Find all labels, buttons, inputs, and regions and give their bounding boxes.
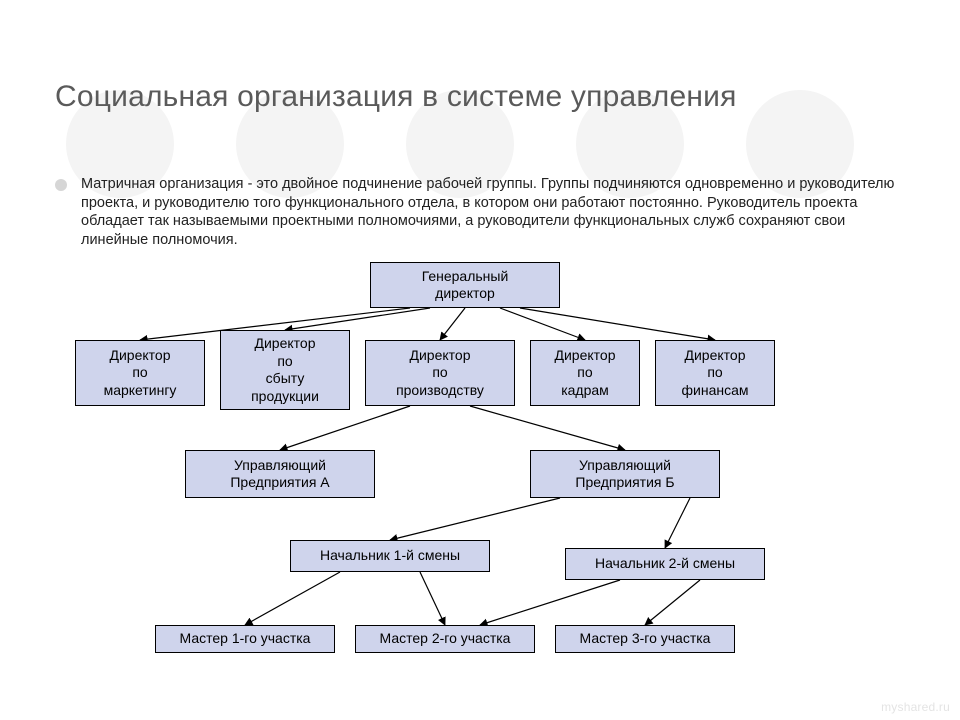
org-edge: [245, 572, 340, 625]
org-edge: [285, 308, 430, 330]
org-node-gendir: Генеральный директор: [370, 262, 560, 308]
org-node-hr: Директор по кадрам: [530, 340, 640, 406]
org-node-fin: Директор по финансам: [655, 340, 775, 406]
org-edge: [470, 406, 625, 450]
org-edge: [645, 580, 700, 625]
org-node-marketing: Директор по маркетингу: [75, 340, 205, 406]
org-node-shift1: Начальник 1-й смены: [290, 540, 490, 572]
org-node-sales: Директор по сбыту продукции: [220, 330, 350, 410]
org-node-m1: Мастер 1-го участка: [155, 625, 335, 653]
org-edge: [500, 308, 585, 340]
org-edge: [520, 308, 715, 340]
org-edge: [665, 498, 690, 548]
watermark: myshared.ru: [881, 700, 950, 714]
org-node-prod: Директор по производству: [365, 340, 515, 406]
org-edge: [480, 580, 620, 625]
org-node-m3: Мастер 3-го участка: [555, 625, 735, 653]
org-node-mgrB: Управляющий Предприятия Б: [530, 450, 720, 498]
org-edge: [440, 308, 465, 340]
org-node-m2: Мастер 2-го участка: [355, 625, 535, 653]
org-node-mgrA: Управляющий Предприятия А: [185, 450, 375, 498]
org-edge: [420, 572, 445, 625]
org-edge: [390, 498, 560, 540]
org-edge: [280, 406, 410, 450]
org-node-shift2: Начальник 2-й смены: [565, 548, 765, 580]
